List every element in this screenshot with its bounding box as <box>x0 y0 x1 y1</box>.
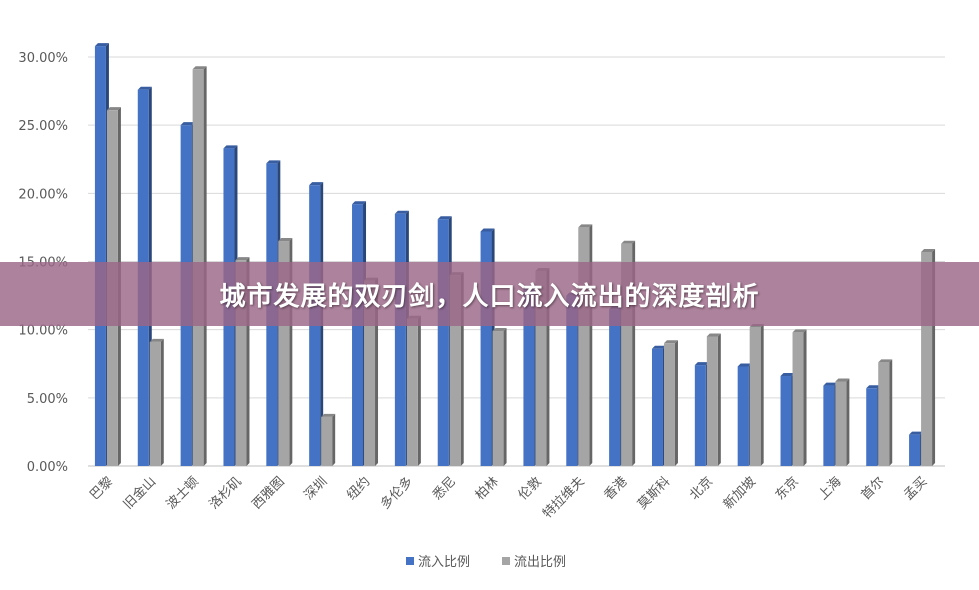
bar-outflow <box>878 359 893 466</box>
bar-outflow <box>835 378 850 466</box>
bar-outflow <box>792 329 807 466</box>
x-category-label: 多伦多 <box>377 474 416 513</box>
bar-outflow <box>706 333 721 466</box>
x-category-label: 悉尼 <box>430 474 459 503</box>
bar-outflow <box>406 315 421 466</box>
bars <box>94 43 936 467</box>
title-banner: 城市发展的双刃剑，人口流入流出的深度剖析 <box>0 262 979 326</box>
x-category-label: 莫斯科 <box>635 474 673 512</box>
bar-outflow <box>321 413 336 466</box>
y-tick-label: 25.00% <box>18 119 68 134</box>
banner-title: 城市发展的双刃剑，人口流入流出的深度剖析 <box>219 281 760 312</box>
x-category-label: 东京 <box>773 474 802 503</box>
x-category-label: 纽约 <box>344 474 373 503</box>
legend-item: 流入比例 <box>406 555 470 570</box>
bar-inflow <box>94 43 109 467</box>
x-category-label: 西雅图 <box>249 474 287 512</box>
y-tick-label: 5.00% <box>27 392 68 407</box>
bar-outflow <box>492 328 507 466</box>
bar-inflow <box>352 201 367 467</box>
legend-label: 流出比例 <box>514 555 566 570</box>
bar-inflow <box>437 216 452 466</box>
x-category-label: 首尔 <box>859 474 888 503</box>
y-tick-label: 0.00% <box>27 460 68 475</box>
bar-inflow <box>866 385 881 466</box>
legend-label: 流入比例 <box>418 555 470 570</box>
legend-item: 流出比例 <box>502 555 566 570</box>
bar-outflow <box>749 323 764 466</box>
legend-swatch <box>406 557 414 565</box>
x-category-label: 洛杉矶 <box>207 474 245 512</box>
y-tick-label: 20.00% <box>18 187 68 202</box>
y-tick-label: 30.00% <box>18 51 68 66</box>
bar-inflow <box>780 373 795 466</box>
x-category-label: 特拉维夫 <box>540 474 587 521</box>
x-category-label: 巴黎 <box>87 474 116 503</box>
bar-outflow <box>663 340 678 466</box>
bar-inflow <box>737 363 752 466</box>
x-category-label: 香港 <box>601 474 630 503</box>
y-tick-label: 10.00% <box>18 324 68 339</box>
bar-inflow <box>394 210 409 466</box>
legend: 流入比例 流出比例 <box>406 555 566 570</box>
x-category-label: 波士顿 <box>164 474 202 512</box>
bar-outflow <box>578 224 593 466</box>
bar-outflow <box>149 338 164 466</box>
x-category-label: 孟买 <box>901 474 930 503</box>
x-category-label: 柏林 <box>473 474 502 503</box>
x-category-label: 旧金山 <box>120 474 159 513</box>
x-category-label: 北京 <box>687 474 716 503</box>
bar-inflow <box>609 306 624 466</box>
bar-inflow <box>694 362 709 466</box>
x-category-label: 深圳 <box>302 474 331 503</box>
bar-inflow <box>651 345 666 466</box>
x-category-label: 伦敦 <box>515 474 545 504</box>
bar-inflow <box>823 382 838 466</box>
x-category-label: 新加坡 <box>720 474 759 513</box>
legend-swatch <box>502 557 510 565</box>
bar-inflow <box>909 431 924 466</box>
x-category-label: 上海 <box>816 474 845 503</box>
